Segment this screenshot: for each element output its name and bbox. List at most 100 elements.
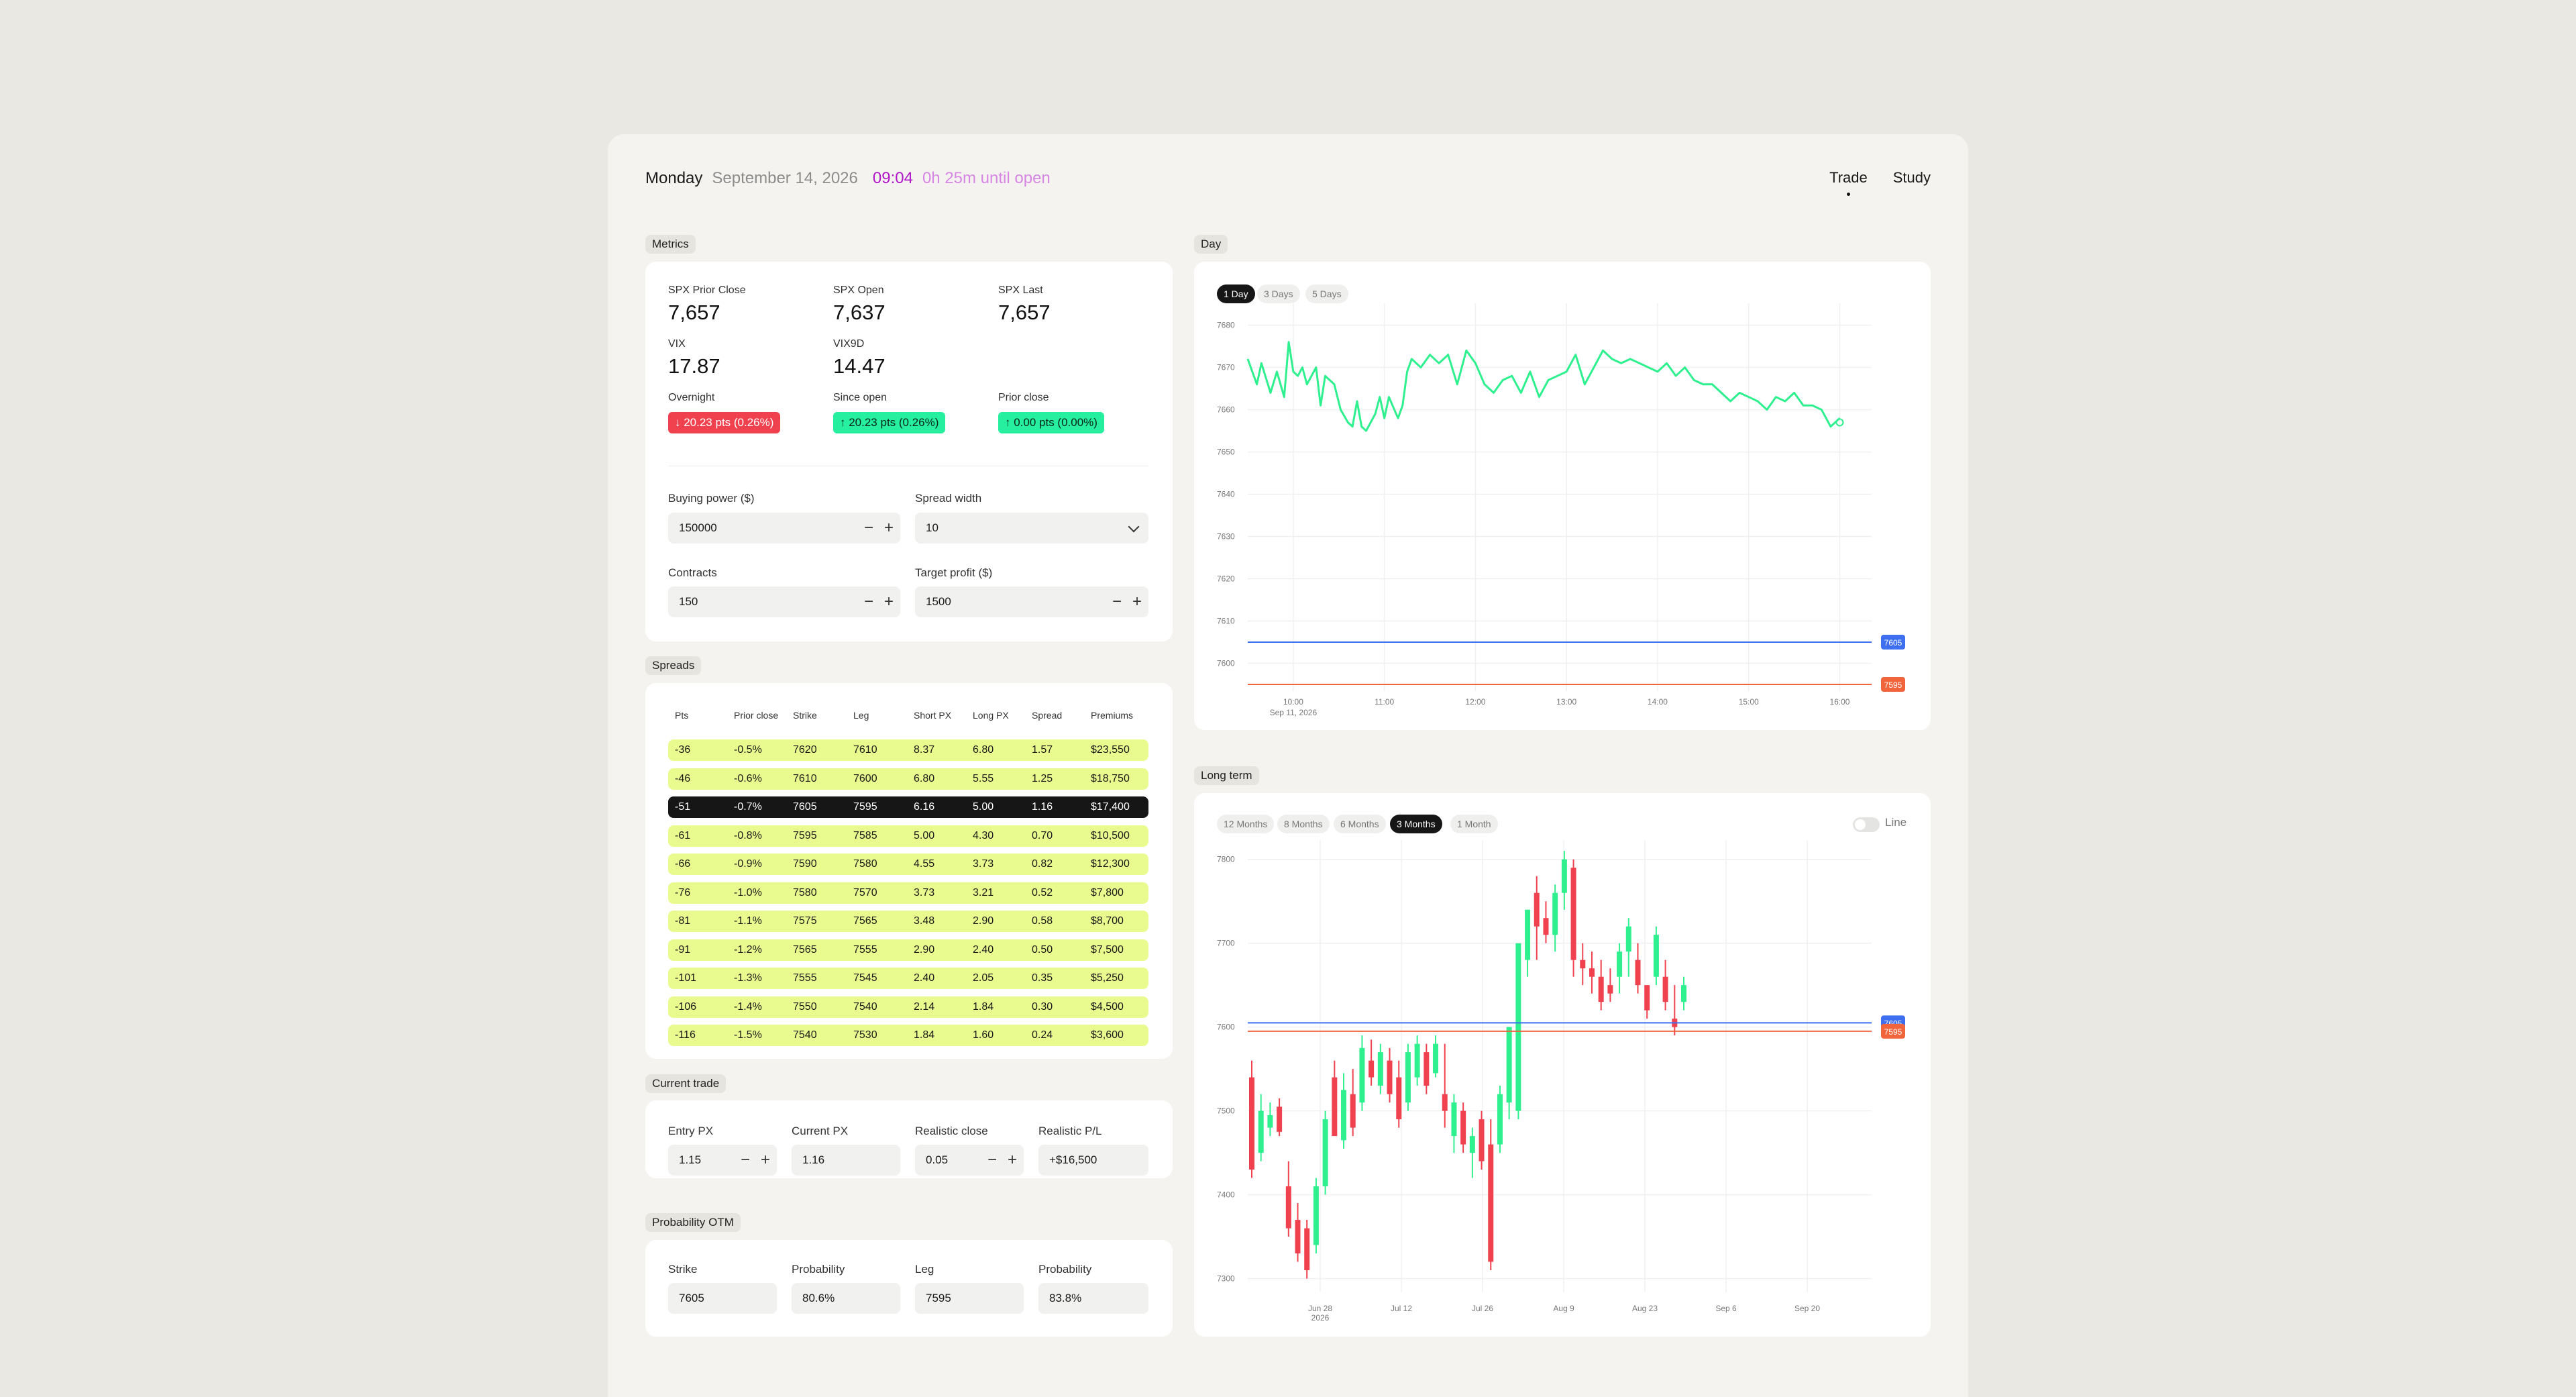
cell-short-px: 2.90 [914, 943, 935, 955]
day-section-label: Day [1194, 235, 1228, 254]
candle-body [1644, 985, 1650, 1011]
spread-row[interactable]: -36 -0.5% 7620 7610 8.37 6.80 1.57 $23,550 [668, 739, 1148, 761]
x-tick-label: Sep 20 [1794, 1304, 1820, 1313]
level-badge-text: 7595 [1884, 680, 1902, 690]
col-header-prior-close: Prior close [734, 710, 779, 721]
cell-long-px: 2.40 [973, 943, 994, 955]
y-tick-label: 7660 [1217, 405, 1235, 415]
cell-prior-close: -1.5% [734, 1029, 762, 1041]
contracts-input[interactable]: 150 − + [668, 586, 900, 617]
day-chart-card: 1 Day 3 Days 5 Days 7680 7670 7660 7650 7640… [1194, 262, 1931, 730]
since-open-change-badge: ↑ 20.23 pts (0.26%) [833, 412, 946, 433]
cell-prior-close: -1.0% [734, 886, 762, 898]
cell-premiums: $10,500 [1091, 829, 1130, 841]
y-tick-label: 7620 [1217, 574, 1235, 584]
contracts-value: 150 [679, 595, 698, 608]
cell-spread: 0.30 [1032, 1000, 1053, 1013]
candle-body [1350, 1094, 1356, 1128]
range-3-months[interactable]: 3 Months [1390, 815, 1442, 833]
range-1-day[interactable]: 1 Day [1217, 284, 1255, 303]
cell-short-px: 3.48 [914, 915, 935, 927]
cell-long-px: 4.30 [973, 829, 994, 841]
candle-body [1313, 1186, 1319, 1245]
otm-leg-probability-label: Probability [1038, 1263, 1092, 1276]
range-3-days[interactable]: 3 Days [1257, 284, 1300, 303]
cell-premiums: $12,300 [1091, 858, 1130, 870]
line-toggle[interactable] [1853, 817, 1880, 832]
cell-prior-close: -1.1% [734, 915, 762, 927]
cell-pts: -81 [675, 915, 691, 927]
level-badge-text: 7595 [1884, 1027, 1902, 1037]
entry-px-input[interactable]: 1.15 − + [668, 1145, 777, 1176]
candle-body [1285, 1186, 1291, 1229]
spread-row[interactable]: -91 -1.2% 7565 7555 2.90 2.40 0.50 $7,500 [668, 939, 1148, 961]
range-8-months[interactable]: 8 Months [1277, 815, 1330, 833]
plus-icon[interactable]: + [1007, 1151, 1017, 1169]
minus-icon[interactable]: − [740, 1151, 750, 1169]
x-tick-label: 11:00 [1375, 697, 1394, 707]
candle-body [1341, 1090, 1347, 1141]
candle-body [1377, 1052, 1383, 1086]
target-profit-input[interactable]: 1500 − + [915, 586, 1148, 617]
plus-icon[interactable]: + [1132, 592, 1142, 611]
tab-study[interactable]: Study [1892, 169, 1931, 186]
minus-icon[interactable]: − [987, 1151, 997, 1169]
probability-otm-card: Strike 7605 Probability 80.6% Leg 7595 P… [645, 1240, 1173, 1337]
x-tick-label: 12:00 [1465, 697, 1485, 707]
realistic-close-input[interactable]: 0.05 − + [915, 1145, 1024, 1176]
spx-prior-close-value: 7,657 [668, 301, 720, 324]
spreads-section-label: Spreads [645, 656, 702, 675]
cell-spread: 0.70 [1032, 829, 1053, 841]
probability-otm-section-label: Probability OTM [645, 1213, 741, 1232]
plus-icon[interactable]: + [883, 592, 894, 611]
cell-pts: -51 [675, 801, 691, 813]
range-12-months[interactable]: 12 Months [1217, 815, 1275, 833]
target-profit-label: Target profit ($) [915, 566, 993, 579]
y-tick-label: 7650 [1217, 448, 1235, 457]
minus-icon[interactable]: − [863, 519, 873, 537]
tab-trade[interactable]: Trade [1829, 169, 1868, 196]
cell-prior-close: -1.3% [734, 972, 762, 984]
y-tick-label: 7400 [1217, 1190, 1235, 1200]
cell-long-px: 5.00 [973, 801, 994, 813]
spx-open-label: SPX Open [833, 284, 884, 296]
buying-power-input[interactable]: 150000 − + [668, 513, 900, 544]
range-6-months[interactable]: 6 Months [1334, 815, 1386, 833]
long-term-chart-card: 12 Months 8 Months 6 Months 3 Months 1 M… [1194, 793, 1931, 1337]
spread-row[interactable]: -46 -0.6% 7610 7600 6.80 5.55 1.25 $18,750 [668, 768, 1148, 790]
cell-leg: 7565 [853, 915, 877, 927]
spread-row[interactable]: -61 -0.8% 7595 7585 5.00 4.30 0.70 $10,500 [668, 825, 1148, 847]
spread-row[interactable]: -66 -0.9% 7590 7580 4.55 3.73 0.82 $12,300 [668, 853, 1148, 875]
range-5-days[interactable]: 5 Days [1305, 284, 1348, 303]
plus-icon[interactable]: + [760, 1151, 770, 1169]
spread-row[interactable]: -116 -1.5% 7540 7530 1.84 1.60 0.24 $3,600 [668, 1025, 1148, 1046]
spread-row-selected[interactable]: -51 -0.7% 7605 7595 6.16 5.00 1.16 $17,400 [668, 796, 1148, 818]
clock-time: 09:04 [872, 169, 913, 187]
minus-icon[interactable]: − [863, 592, 873, 611]
candle-body [1681, 985, 1686, 1002]
plus-icon[interactable]: + [883, 519, 894, 537]
cell-premiums: $4,500 [1091, 1000, 1124, 1013]
cell-pts: -46 [675, 772, 691, 784]
spread-row[interactable]: -106 -1.4% 7550 7540 2.14 1.84 0.30 $4,500 [668, 996, 1148, 1018]
spread-row[interactable]: -76 -1.0% 7580 7570 3.73 3.21 0.52 $7,800 [668, 882, 1148, 904]
cell-leg: 7570 [853, 886, 877, 898]
cell-strike: 7620 [793, 744, 817, 756]
target-profit-stepper: − + [1112, 586, 1142, 617]
cell-short-px: 5.00 [914, 829, 935, 841]
cell-long-px: 3.21 [973, 886, 994, 898]
mode-tabs: Trade Study [1829, 169, 1931, 196]
y-tick-label: 7630 [1217, 532, 1235, 541]
otm-strike-probability-field: 80.6% [792, 1283, 900, 1314]
spread-row[interactable]: -81 -1.1% 7575 7565 3.48 2.90 0.58 $8,700 [668, 911, 1148, 932]
minus-icon[interactable]: − [1112, 592, 1122, 611]
cell-prior-close: -0.9% [734, 858, 762, 870]
candle-body [1249, 1077, 1254, 1170]
spread-row[interactable]: -101 -1.3% 7555 7545 2.40 2.05 0.35 $5,250 [668, 968, 1148, 989]
range-1-month[interactable]: 1 Month [1450, 815, 1498, 833]
cell-leg: 7585 [853, 829, 877, 841]
candle-body [1424, 1052, 1430, 1086]
spread-width-select[interactable]: 10 [915, 513, 1148, 544]
spx-last-label: SPX Last [998, 284, 1043, 296]
x-tick-label: Jul 12 [1391, 1304, 1412, 1313]
